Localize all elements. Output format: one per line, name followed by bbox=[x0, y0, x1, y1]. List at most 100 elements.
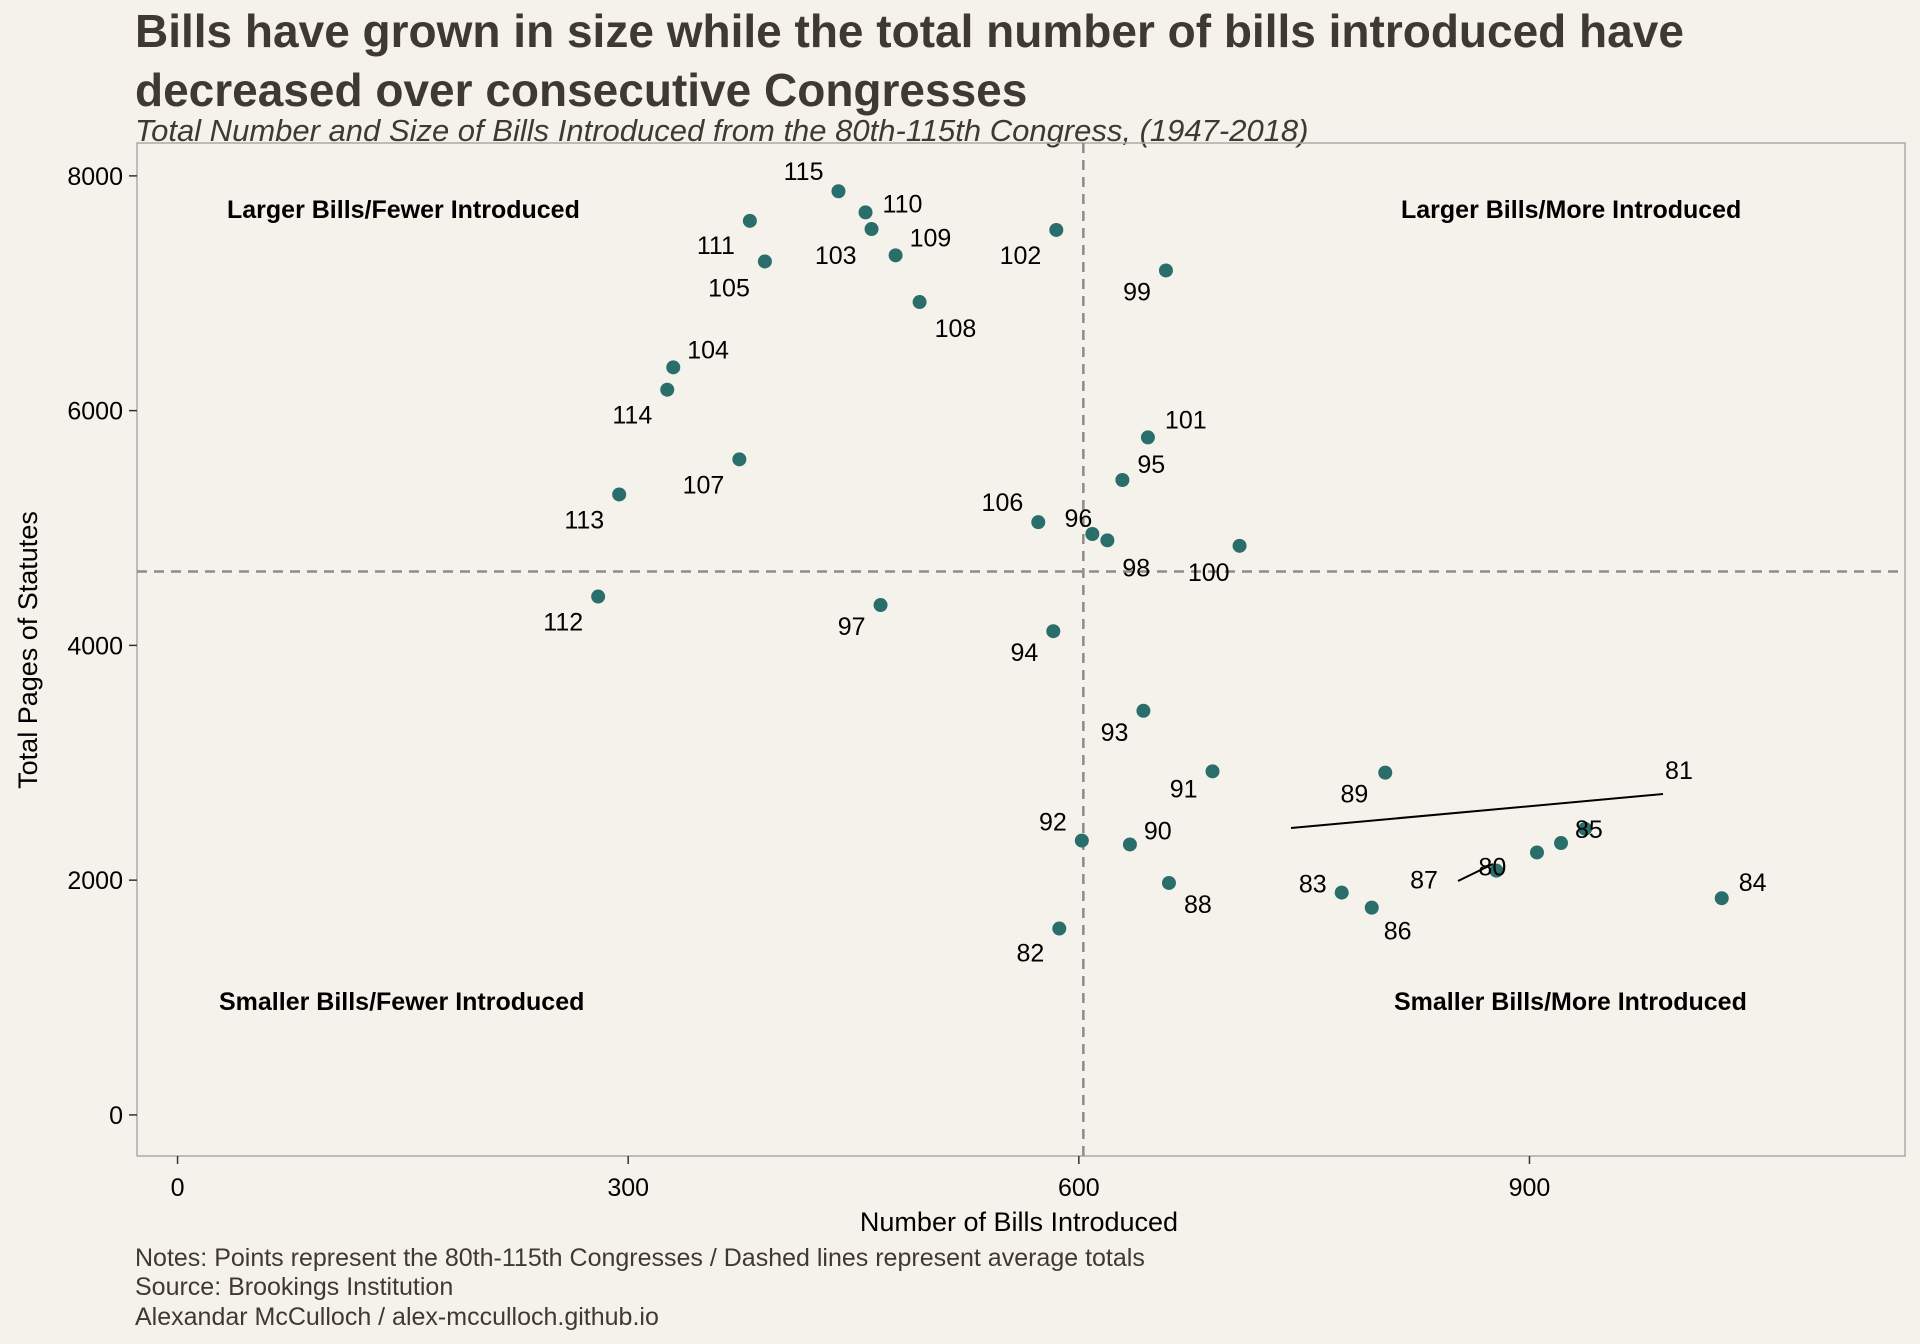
data-point bbox=[1578, 821, 1593, 836]
data-point bbox=[1158, 263, 1173, 278]
leader-line bbox=[1290, 793, 1664, 829]
point-label: 87 bbox=[1410, 866, 1438, 894]
data-point bbox=[1052, 921, 1067, 936]
point-label: 115 bbox=[784, 158, 824, 186]
point-label: 109 bbox=[910, 224, 952, 252]
point-label: 80 bbox=[1478, 854, 1506, 882]
point-label: 112 bbox=[543, 609, 583, 637]
point-label: 99 bbox=[1123, 278, 1151, 306]
data-point bbox=[1136, 703, 1151, 718]
chart-subtitle: Total Number and Size of Bills Introduce… bbox=[135, 113, 1309, 148]
point-label: 94 bbox=[1010, 639, 1038, 667]
point-label: 98 bbox=[1122, 554, 1150, 582]
x-tick-label: 900 bbox=[1509, 1174, 1551, 1202]
data-point bbox=[742, 213, 757, 228]
point-label: 93 bbox=[1101, 719, 1129, 747]
quadrant-label-top-right: Larger Bills/More Introduced bbox=[1401, 196, 1741, 224]
point-label: 90 bbox=[1144, 817, 1172, 845]
axis-ticks: 0 300 600 900 0 2000 4000 6000 8000 bbox=[67, 163, 1550, 1202]
data-point bbox=[1232, 538, 1247, 553]
data-point bbox=[591, 589, 606, 604]
y-axis-title: Total Pages of Statutes bbox=[13, 511, 43, 789]
data-point bbox=[1122, 837, 1137, 852]
data-point bbox=[1334, 885, 1349, 900]
point-label: 110 bbox=[883, 190, 923, 218]
data-point bbox=[660, 382, 675, 397]
point-label: 82 bbox=[1016, 940, 1044, 968]
y-tick-label: 0 bbox=[109, 1102, 123, 1130]
y-tick-label: 4000 bbox=[67, 632, 123, 660]
x-tick-label: 600 bbox=[1058, 1174, 1100, 1202]
plot-panel bbox=[136, 142, 1906, 1157]
label-leader-lines bbox=[1290, 793, 1664, 882]
point-label: 108 bbox=[935, 315, 977, 343]
point-label: 113 bbox=[564, 506, 604, 534]
x-axis-title: Number of Bills Introduced bbox=[860, 1207, 1178, 1237]
data-point bbox=[1714, 891, 1729, 906]
data-point bbox=[732, 452, 747, 467]
point-label: 102 bbox=[1000, 242, 1042, 270]
point-label: 106 bbox=[982, 489, 1024, 517]
point-label: 101 bbox=[1165, 406, 1207, 434]
point-labels: 80 81 82 83 84 85 86 87 88 89 90 91 92 93 94 95 96 97 98 99… bbox=[543, 158, 1766, 967]
point-label: 81 bbox=[1665, 757, 1693, 785]
data-point bbox=[1364, 900, 1379, 915]
data-point bbox=[1085, 526, 1100, 541]
data-point bbox=[1049, 222, 1064, 237]
point-label: 84 bbox=[1739, 869, 1767, 897]
y-tick-label: 8000 bbox=[67, 163, 123, 191]
data-points bbox=[591, 184, 1729, 936]
data-point bbox=[666, 360, 681, 375]
data-point bbox=[1554, 836, 1569, 851]
data-point bbox=[1378, 765, 1393, 780]
chart-title-line-1: Bills have grown in size while the total… bbox=[135, 5, 1684, 57]
data-point bbox=[1529, 845, 1544, 860]
data-point bbox=[1115, 473, 1130, 488]
point-label: 86 bbox=[1384, 918, 1412, 946]
caption-source: Source: Brookings Institution bbox=[135, 1273, 453, 1301]
data-point bbox=[858, 205, 873, 220]
data-point bbox=[912, 295, 927, 310]
data-point bbox=[864, 222, 879, 237]
point-label: 103 bbox=[815, 242, 857, 270]
data-point bbox=[888, 248, 903, 263]
data-point bbox=[1489, 863, 1504, 878]
point-label: 89 bbox=[1340, 781, 1368, 809]
caption-notes: Notes: Points represent the 80th-115th C… bbox=[135, 1244, 1145, 1272]
point-label: 97 bbox=[838, 613, 866, 641]
data-point bbox=[757, 254, 772, 269]
point-label: 107 bbox=[683, 471, 725, 499]
quadrant-label-bottom-left: Smaller Bills/Fewer Introduced bbox=[219, 988, 584, 1016]
point-label: 105 bbox=[708, 274, 750, 302]
data-point bbox=[1074, 833, 1089, 848]
leader-line bbox=[1457, 863, 1494, 882]
data-point bbox=[831, 184, 846, 199]
data-point bbox=[1100, 533, 1115, 548]
point-label: 95 bbox=[1137, 451, 1165, 479]
data-point bbox=[1031, 515, 1046, 530]
x-tick-label: 300 bbox=[607, 1174, 649, 1202]
point-label: 91 bbox=[1170, 775, 1198, 803]
point-label: 92 bbox=[1039, 809, 1067, 837]
y-tick-label: 6000 bbox=[67, 398, 123, 426]
point-label: 83 bbox=[1299, 871, 1327, 899]
point-label: 114 bbox=[612, 402, 652, 430]
point-label: 85 bbox=[1575, 816, 1603, 844]
point-label: 88 bbox=[1184, 891, 1212, 919]
point-label: 96 bbox=[1065, 505, 1093, 533]
data-point bbox=[873, 598, 888, 613]
caption-author: Alexandar McCulloch / alex-mcculloch.git… bbox=[135, 1303, 659, 1331]
point-label: 111 bbox=[697, 232, 735, 260]
quadrant-label-bottom-right: Smaller Bills/More Introduced bbox=[1394, 988, 1747, 1016]
quadrant-label-top-left: Larger Bills/Fewer Introduced bbox=[227, 196, 580, 224]
data-point bbox=[1161, 875, 1176, 890]
chart-title-line-2: decreased over consecutive Congresses bbox=[135, 64, 1027, 116]
point-label: 100 bbox=[1188, 559, 1230, 587]
data-point bbox=[1046, 624, 1061, 639]
data-point bbox=[1140, 430, 1155, 445]
reference-lines bbox=[137, 143, 1905, 1156]
data-point bbox=[612, 487, 627, 502]
y-tick-label: 2000 bbox=[67, 867, 123, 895]
x-tick-label: 0 bbox=[171, 1174, 185, 1202]
